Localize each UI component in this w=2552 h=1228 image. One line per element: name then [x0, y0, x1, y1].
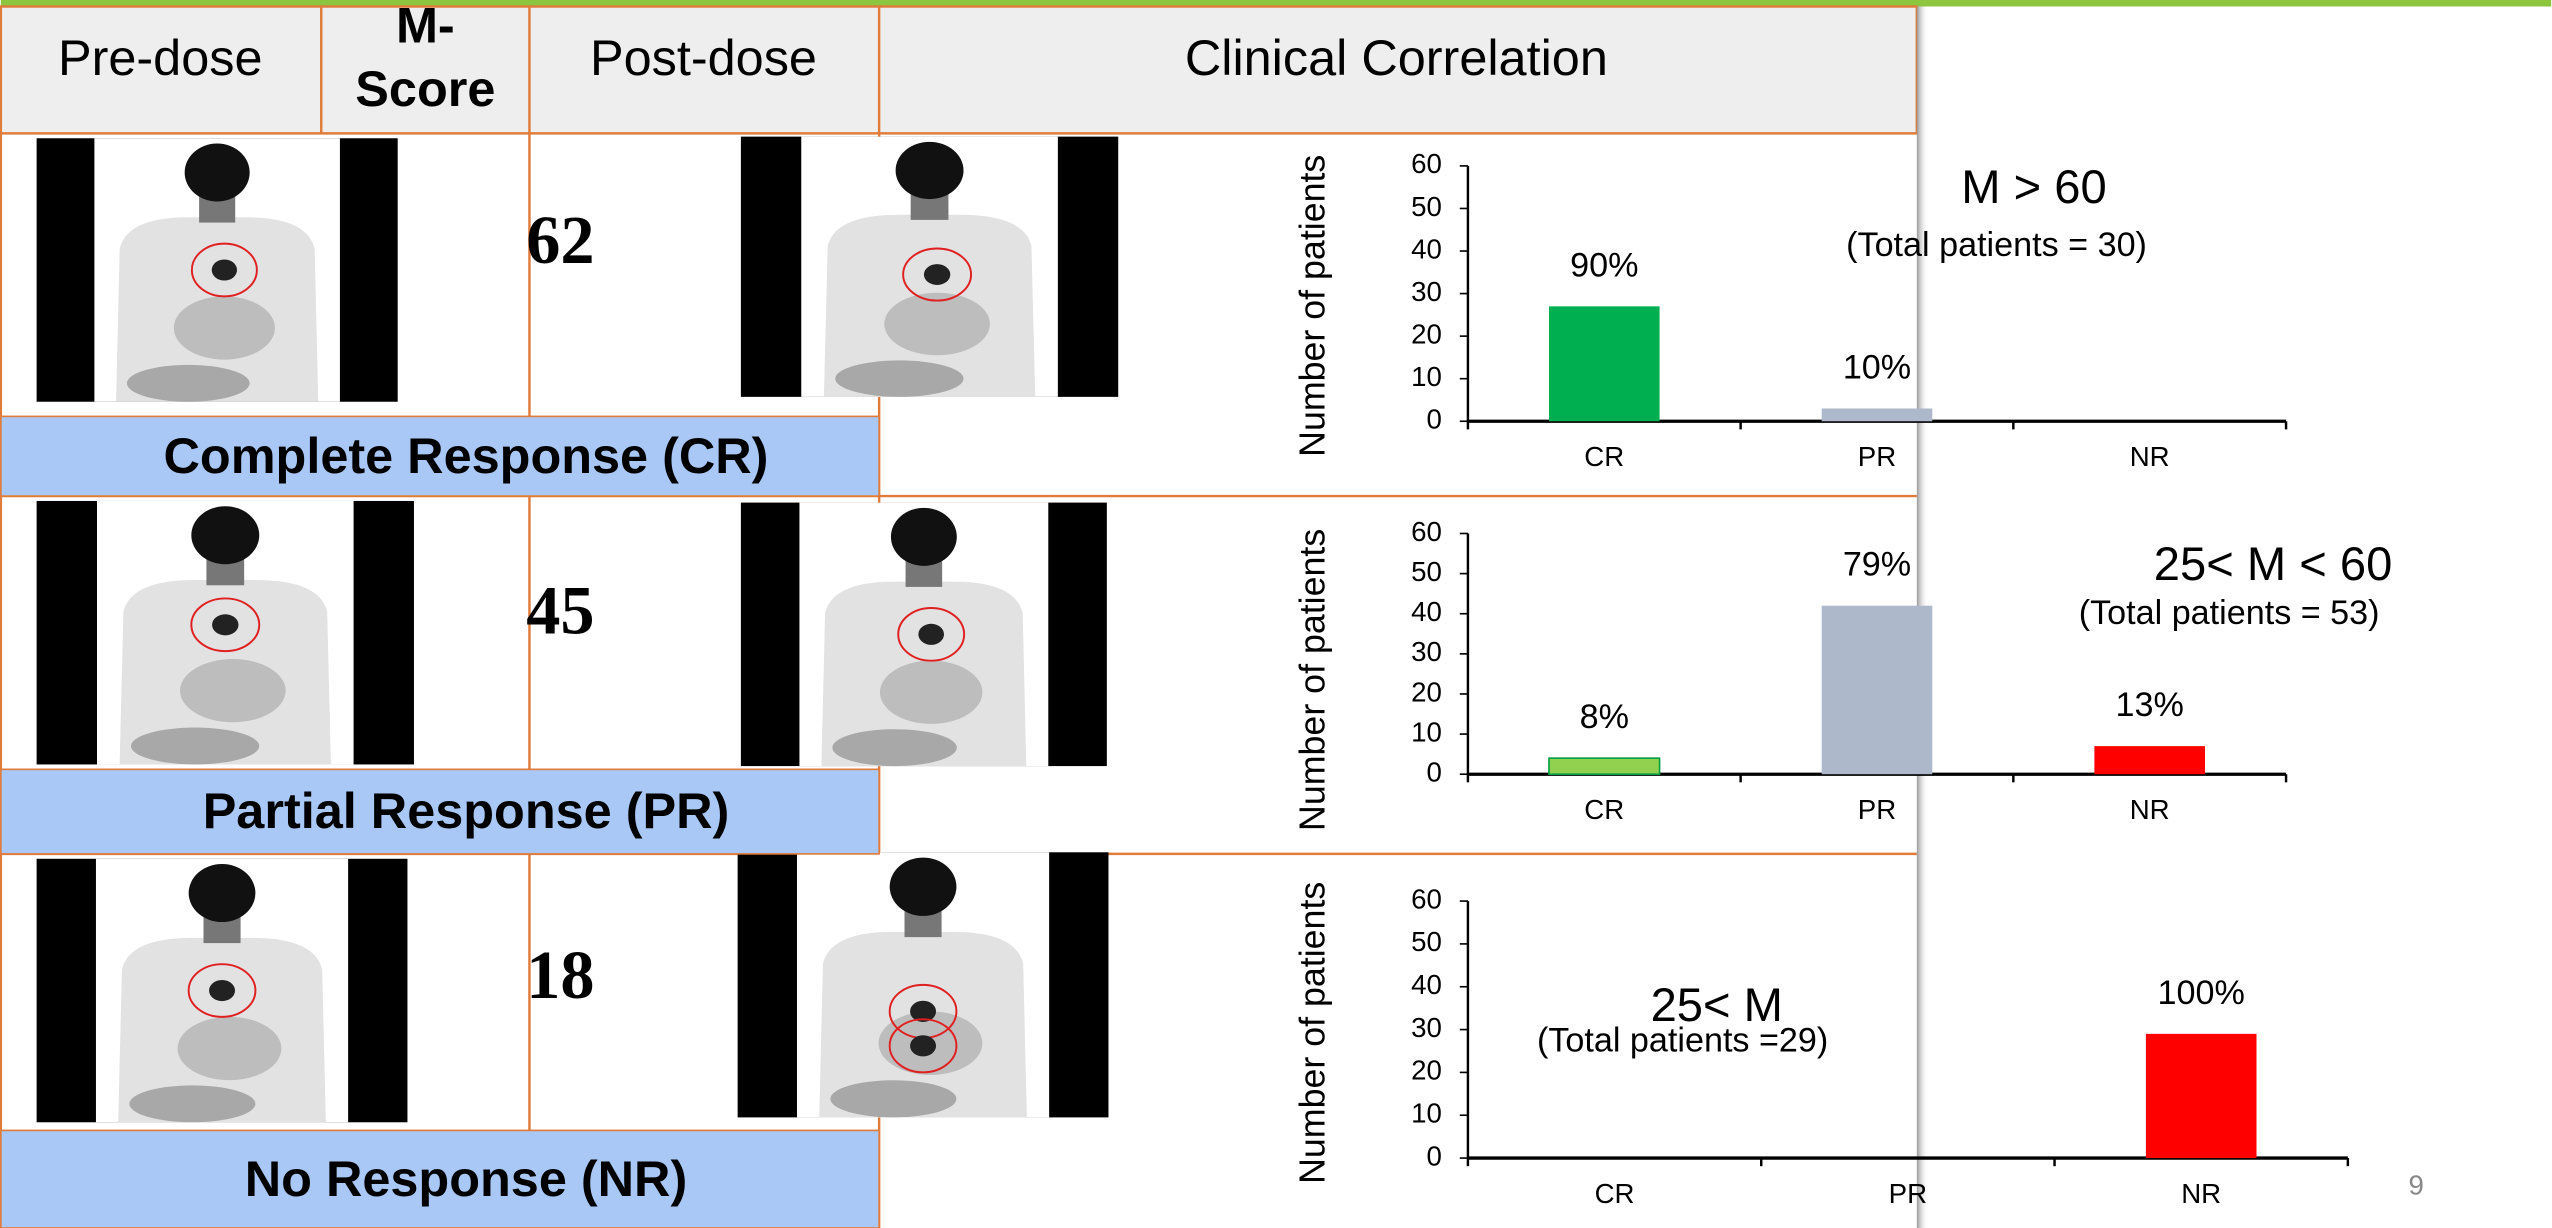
- scan-lesion: [918, 624, 944, 645]
- m-score: 62: [526, 202, 594, 278]
- bar: [1549, 306, 1660, 421]
- y-tick-label: 10: [1411, 1098, 1442, 1129]
- page-number: 9: [2408, 1170, 2423, 1201]
- y-axis-label: Number of patients: [1292, 529, 1332, 831]
- scan-organ: [127, 365, 250, 402]
- y-axis-label: Number of patients: [1292, 155, 1332, 457]
- response-label: Partial Response (PR): [203, 782, 730, 839]
- scan-lesion: [212, 614, 238, 635]
- y-tick-label: 50: [1411, 556, 1442, 587]
- x-tick-label: CR: [1584, 794, 1624, 825]
- scan-lesion: [209, 980, 235, 1001]
- scan-lesion: [212, 259, 237, 280]
- bar: [2094, 746, 2205, 774]
- annotation-detail: (Total patients = 53): [2079, 594, 2380, 632]
- scan-lesion: [924, 264, 950, 285]
- bar: [1822, 606, 1933, 775]
- y-tick-label: 40: [1411, 233, 1442, 264]
- header-cell: M-: [396, 0, 455, 54]
- y-tick-label: 30: [1411, 276, 1442, 307]
- header-cell: Clinical Correlation: [1185, 29, 1608, 86]
- m-score: 45: [526, 573, 594, 649]
- scan-lesion: [910, 1035, 936, 1056]
- y-tick-label: 30: [1411, 1012, 1442, 1043]
- x-tick-label: CR: [1584, 441, 1624, 472]
- y-tick-label: 0: [1427, 757, 1442, 788]
- annotation-detail: (Total patients =29): [1537, 1022, 1828, 1060]
- scan-organ: [174, 296, 275, 359]
- scan-head: [185, 144, 250, 202]
- y-tick-label: 40: [1411, 969, 1442, 1000]
- x-tick-label: NR: [2130, 794, 2170, 825]
- annotation: M > 60: [1961, 160, 2106, 213]
- data-label: 8%: [1580, 698, 1629, 736]
- bar: [2146, 1034, 2257, 1158]
- x-tick-label: NR: [2130, 441, 2170, 472]
- x-tick-label: NR: [2181, 1178, 2221, 1209]
- scan-organ: [880, 661, 982, 724]
- x-tick-label: PR: [1889, 1178, 1927, 1209]
- y-tick-label: 10: [1411, 716, 1442, 747]
- bar: [1549, 758, 1660, 774]
- header-cell: Pre-dose: [58, 29, 263, 86]
- scan-head: [191, 506, 259, 564]
- x-tick-label: CR: [1595, 1178, 1635, 1209]
- header-row: [1, 7, 1917, 134]
- data-label: 90%: [1570, 246, 1638, 284]
- scan-organ: [835, 360, 963, 396]
- y-tick-label: 60: [1411, 883, 1442, 914]
- m-score: 18: [526, 937, 594, 1013]
- data-label: 13%: [2116, 686, 2184, 724]
- y-tick-label: 40: [1411, 596, 1442, 627]
- header-cell: Score: [355, 60, 495, 117]
- y-axis-label: Number of patients: [1292, 882, 1332, 1184]
- annotation: 25< M < 60: [2154, 537, 2393, 590]
- y-tick-label: 20: [1411, 676, 1442, 707]
- scan-organ: [832, 729, 956, 766]
- header-cell: Post-dose: [590, 29, 817, 86]
- scan-organ: [830, 1080, 956, 1117]
- bar: [1822, 408, 1933, 421]
- y-tick-label: 20: [1411, 318, 1442, 349]
- slide: Pre-dose M- Score Post-dose Clinical Cor…: [0, 0, 2552, 1228]
- page: {"table": {"header": ["Pre-dose", ["M-",…: [0, 0, 2552, 1228]
- scan-head: [891, 508, 957, 566]
- response-label: No Response (NR): [245, 1150, 687, 1207]
- scan-head: [890, 858, 957, 916]
- data-label: 10%: [1843, 348, 1911, 386]
- y-tick-label: 50: [1411, 926, 1442, 957]
- scan-organ: [178, 1017, 282, 1080]
- y-tick-label: 0: [1427, 1140, 1442, 1171]
- y-tick-label: 10: [1411, 361, 1442, 392]
- y-tick-label: 50: [1411, 191, 1442, 222]
- annotation-detail: (Total patients = 30): [1846, 226, 2147, 264]
- y-tick-label: 30: [1411, 636, 1442, 667]
- scan-organ: [131, 728, 259, 765]
- scan-organ: [180, 659, 286, 722]
- response-label: Complete Response (CR): [164, 427, 769, 484]
- data-label: 79%: [1843, 546, 1911, 584]
- y-tick-label: 60: [1411, 516, 1442, 547]
- x-tick-label: PR: [1858, 794, 1896, 825]
- scan-organ: [129, 1085, 255, 1122]
- y-tick-label: 20: [1411, 1055, 1442, 1086]
- scan-head: [189, 864, 256, 922]
- x-tick-label: PR: [1858, 441, 1896, 472]
- y-tick-label: 60: [1411, 148, 1442, 179]
- scan-head: [896, 142, 964, 199]
- scan-organ: [884, 293, 990, 355]
- y-tick-label: 0: [1427, 404, 1442, 435]
- data-label: 100%: [2158, 974, 2245, 1012]
